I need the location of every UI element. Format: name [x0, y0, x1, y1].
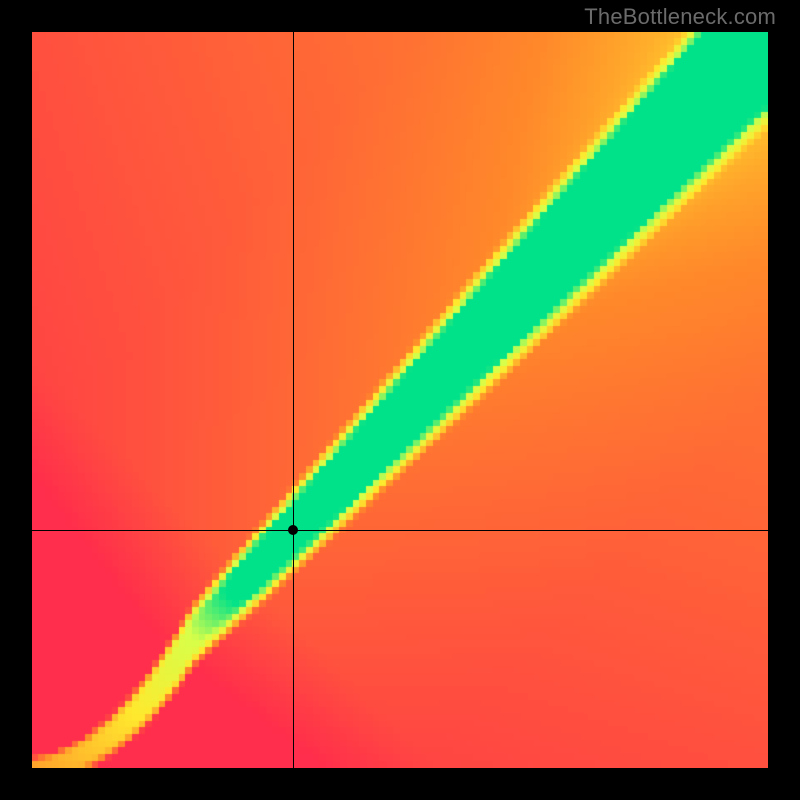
watermark-text: TheBottleneck.com [584, 4, 776, 30]
heatmap-plot-area [32, 32, 768, 768]
bottleneck-chart-root: TheBottleneck.com [0, 0, 800, 800]
heatmap-canvas [32, 32, 768, 768]
